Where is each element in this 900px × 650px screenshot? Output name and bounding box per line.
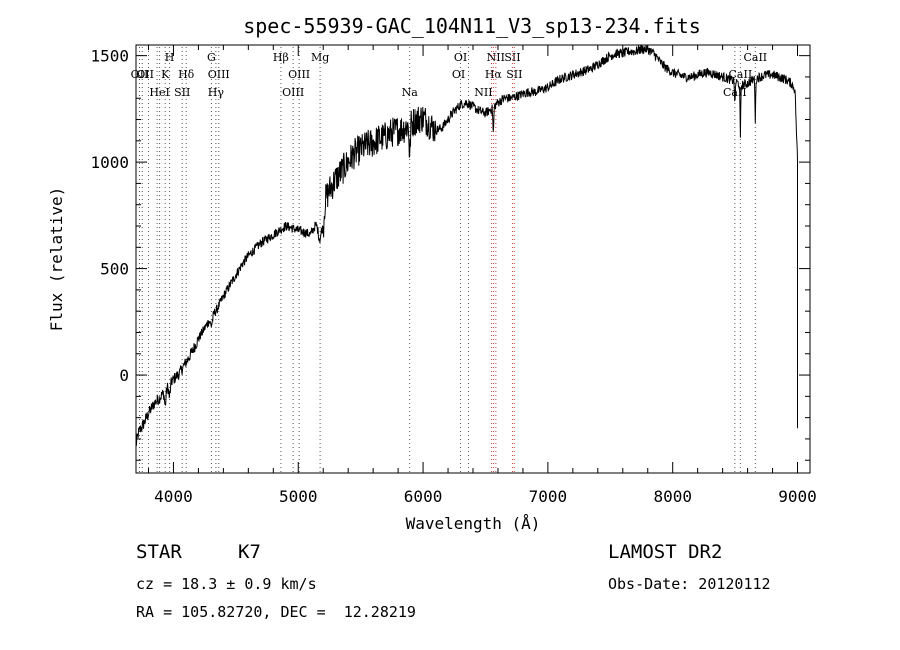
line-label: Hγ [208,86,225,99]
survey-name: LAMOST DR2 [608,541,723,563]
line-label: SII [504,51,520,64]
y-tick-label: 1000 [90,153,129,172]
line-label: OIII [208,68,230,81]
line-label: CaII [729,68,753,81]
observation-date: Obs-Date: 20120112 [608,575,771,593]
plot-frame [135,44,811,474]
line-label: NII [474,86,492,99]
object-class: STAR [136,541,182,563]
y-axis-label: Flux (relative) [47,187,66,332]
line-label: OII [136,68,154,81]
spectral-line-markers: OIIOIIHeIKHSIIHδGHγOIIIHβOIIIOIIIMgNaOIO… [131,47,767,473]
y-tick-label: 0 [119,366,129,385]
line-label: OIII [282,86,304,99]
line-label: Hδ [178,68,195,81]
line-label: SII [506,68,522,81]
line-label: SII [174,86,190,99]
line-label: CaII [743,51,767,64]
y-axis: 0 500 1000 1500 [90,47,810,461]
x-tick-label: 5000 [279,487,318,506]
line-label: G [207,51,216,64]
line-label: Hβ [273,51,289,64]
line-label: OI [452,68,465,81]
line-label: H [165,51,175,64]
x-tick-label: 4000 [154,487,193,506]
spectrum-series-line [135,44,798,446]
x-tick-label: 7000 [529,487,568,506]
line-label: K [161,68,170,81]
chart-title: spec-55939-GAC_104N11_V3_sp13-234.fits [243,14,701,38]
radial-velocity: cz = 18.3 ± 0.9 km/s [136,575,317,593]
line-label: OIII [288,68,310,81]
line-label: OI [454,51,467,64]
x-tick-label: 9000 [778,487,817,506]
coordinates: RA = 105.82720, DEC = 12.28219 [136,603,416,621]
line-label: NII [487,51,505,64]
x-tick-label: 8000 [653,487,692,506]
y-tick-label: 1500 [90,47,129,66]
x-axis: 4000 5000 6000 7000 8000 9000 [147,45,817,506]
line-label: Na [402,86,419,99]
x-axis-label: Wavelength (Å) [406,514,541,533]
line-label: OII [131,68,149,81]
y-tick-label: 500 [100,260,129,279]
object-subclass: K7 [238,541,261,563]
x-tick-label: 6000 [404,487,443,506]
line-label: Mg [311,51,329,64]
line-label: HeI [149,86,169,99]
line-label: Hα [485,68,503,81]
